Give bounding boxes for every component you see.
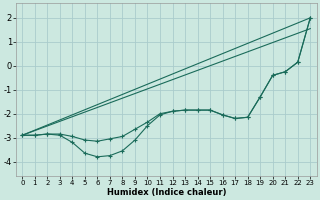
X-axis label: Humidex (Indice chaleur): Humidex (Indice chaleur) <box>107 188 226 197</box>
